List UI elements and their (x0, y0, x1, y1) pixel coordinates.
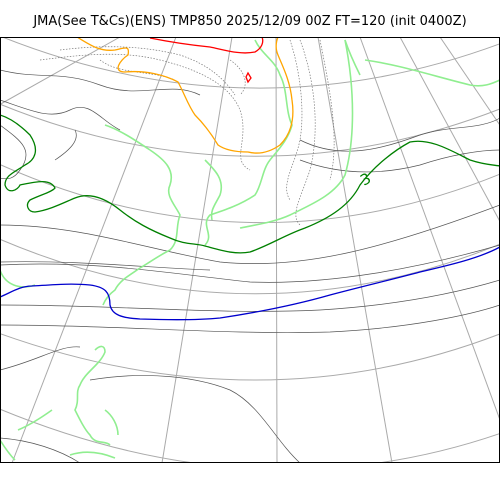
red-contour-small (245, 71, 252, 84)
map-plot: 3 (0, 37, 500, 463)
orange-contour (76, 37, 294, 154)
longitude-gridlines (0, 37, 500, 463)
isotherm-lines (0, 69, 500, 463)
red-contour (149, 37, 264, 54)
blue-contour (0, 246, 500, 321)
map-title: JMA(See T&Cs)(ENS) TMP850 2025/12/09 00Z… (33, 14, 467, 29)
green-contour (0, 114, 500, 254)
